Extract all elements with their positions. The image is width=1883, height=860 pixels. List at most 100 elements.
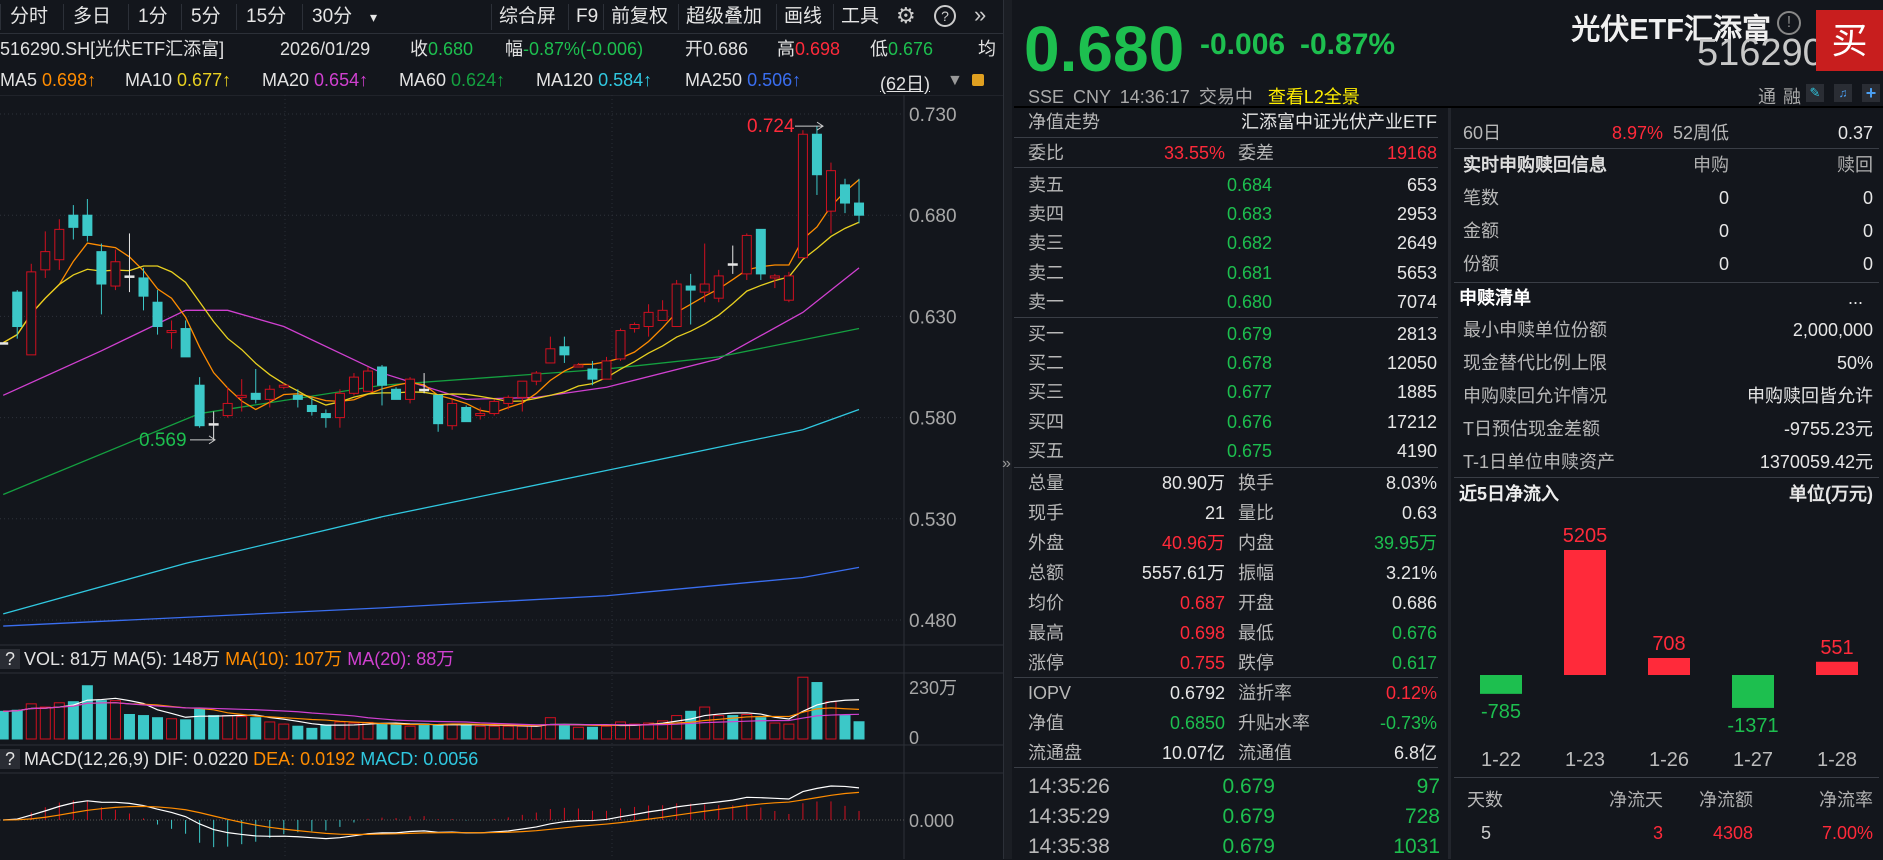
bid-level-label: 买一: [1028, 324, 1064, 344]
candle-body: [797, 133, 808, 259]
net-flow-chart: -785 1-22 5205 1-23 708 1-26 -1371 1-27 551 1-28: [1480, 525, 1858, 770]
candle: [82, 199, 93, 242]
bid-level-price: 0.678: [1226, 353, 1272, 374]
close-label: 收: [410, 39, 428, 59]
stat-label: 开盘: [1238, 593, 1274, 613]
ask-level-volume: 2953: [1396, 204, 1437, 225]
toolbar-button-2[interactable]: 前复权: [611, 6, 669, 27]
period-selector[interactable]: (62日): [880, 74, 931, 94]
bid-level-price: 0.677: [1226, 382, 1272, 403]
bell-icon[interactable]: ♫: [1834, 84, 1852, 102]
pencil-icon[interactable]: ✎: [1806, 84, 1824, 102]
tick-time: 14:35:38: [1028, 835, 1110, 858]
trading-status: 交易中: [1198, 87, 1253, 107]
list-row-label: 现金替代比例上限: [1463, 353, 1607, 373]
toolbar-button-5[interactable]: 工具: [841, 6, 880, 27]
toolbar-button-1[interactable]: F9: [576, 6, 599, 27]
toolbar-button-0[interactable]: 综合屏: [499, 6, 557, 27]
candle: [769, 273, 780, 289]
plus-icon[interactable]: +: [1862, 84, 1880, 102]
row-divider: [1014, 317, 1438, 318]
rt-row-label: 金额: [1463, 221, 1499, 241]
volume-bar: [783, 723, 795, 740]
stat-row: 总量 80.90万 换手 8.03%: [1028, 470, 1440, 496]
flow-bar: [1648, 657, 1690, 675]
macd-help-button[interactable]: ?: [0, 749, 21, 769]
tab-period-0[interactable]: 分时: [10, 6, 49, 27]
candle: [489, 399, 500, 416]
panel-divider[interactable]: [1003, 0, 1012, 859]
help-icon[interactable]: ?: [934, 5, 956, 27]
more-periods-button[interactable]: ▾: [370, 9, 378, 25]
bid-level-volume: 12050: [1386, 353, 1437, 374]
dropdown-arrow-icon[interactable]: ▼: [947, 72, 963, 89]
stat-value: 0.6792: [1169, 683, 1225, 703]
security-name: 光伏ETF汇添富: [1571, 14, 1771, 46]
expand-icon[interactable]: »: [974, 2, 987, 27]
ask-level: 卖五 0.684 653: [1028, 172, 1440, 198]
stat-row: 均价 0.687 开盘 0.686: [1028, 590, 1440, 616]
l2-link[interactable]: 查看L2全景: [1267, 87, 1360, 107]
buy-button[interactable]: 买: [1816, 10, 1883, 71]
y-tick-label: 0.480: [909, 611, 957, 632]
volume-bar: [811, 682, 823, 740]
candle: [685, 273, 696, 325]
stat-label: 最低: [1238, 623, 1274, 643]
flow-unit: 单位(万元): [1789, 484, 1873, 504]
list-row-label: 最小申赎单位份额: [1463, 320, 1607, 340]
info-icon[interactable]: !: [1777, 11, 1801, 35]
stat-row: 最高 0.698 最低 0.676: [1028, 620, 1440, 646]
candle-body: [755, 228, 766, 275]
volume-help-button[interactable]: ?: [0, 649, 21, 669]
tab-period-5[interactable]: 30分: [312, 6, 353, 27]
candle: [236, 379, 247, 412]
gear-icon[interactable]: ⚙: [896, 3, 916, 28]
flow-bar: [1816, 661, 1858, 675]
candle-body: [362, 370, 373, 392]
ask-level: 卖二 0.681 5653: [1028, 260, 1440, 286]
volume-bar: [25, 703, 37, 740]
rt-subscribe-value: 0: [1718, 254, 1729, 274]
toolbar-button-4[interactable]: 画线: [784, 6, 823, 27]
tong-label[interactable]: 通: [1758, 87, 1776, 107]
list-more-button[interactable]: ...: [1847, 288, 1863, 308]
toolbar-button-3[interactable]: 超级叠加: [686, 6, 763, 27]
tab-period-4[interactable]: 15分: [246, 6, 287, 27]
collapse-handle-icon[interactable]: »: [1002, 455, 1011, 472]
volume-bar: [446, 723, 458, 740]
y-tick-label: 0.580: [909, 409, 957, 430]
candle: [825, 162, 836, 234]
bid-level-volume: 17212: [1386, 411, 1437, 432]
tab-period-3[interactable]: 5分: [191, 6, 221, 27]
candle: [755, 228, 766, 280]
candle: [671, 279, 682, 328]
rong-label[interactable]: 融: [1783, 87, 1801, 107]
volume-ma-line-10: [3, 702, 860, 727]
stat-value: 5557.61万: [1141, 563, 1225, 583]
candle-body: [194, 384, 205, 427]
volume-bar: [264, 721, 276, 740]
volume-bar: [250, 717, 262, 740]
candle: [545, 336, 556, 364]
open-label: 开: [685, 39, 703, 59]
candle: [531, 371, 542, 386]
volume-bar: [586, 726, 598, 740]
nav-trend-label[interactable]: 净值走势: [1028, 112, 1100, 132]
bid-level: 买五 0.675 4190: [1028, 438, 1440, 464]
candle-body: [236, 394, 247, 398]
tick-price: 0.679: [1222, 835, 1275, 858]
lock-icon[interactable]: [972, 74, 984, 86]
volume-bar: [81, 685, 93, 740]
tab-period-2[interactable]: 1分: [138, 6, 168, 27]
tick-time: 14:35:29: [1028, 805, 1110, 828]
candle: [264, 385, 275, 408]
ask-level-label: 卖五: [1028, 175, 1064, 195]
range-value: -0.87%(-0.006): [523, 39, 644, 59]
ma-line-ma10: [2, 221, 860, 406]
volume-bar: [67, 701, 79, 740]
volume-bar: [166, 718, 178, 740]
stat-row: IOPV 0.6792 溢折率 0.12%: [1028, 680, 1440, 706]
tab-period-1[interactable]: 多日: [73, 6, 112, 27]
kline-chart[interactable]: 0.730 0.680 0.630 0.580 0.530 0.480 0.724 0.569…: [0, 95, 1003, 859]
quote-time: 14:36:17: [1119, 87, 1190, 107]
